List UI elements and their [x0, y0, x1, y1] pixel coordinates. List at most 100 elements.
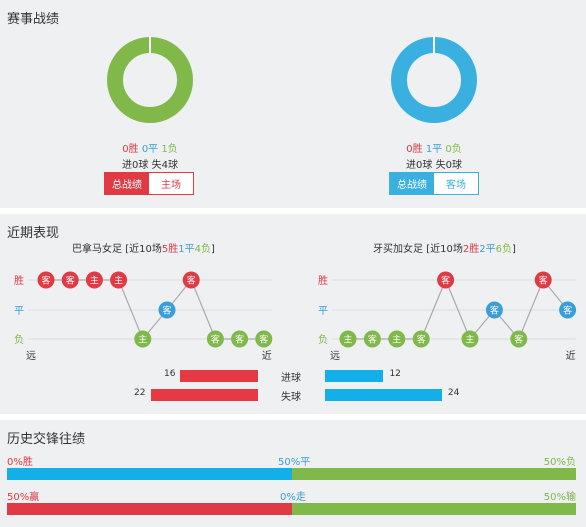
- home-match-point[interactable]: 主: [85, 271, 103, 289]
- home-recent-summary: 巴拿马女足 [近10场5胜1平4负]: [72, 240, 215, 255]
- away-form-chart: 胜平负远 近主客主客客主客客客客: [318, 271, 577, 362]
- home-match-dot: [85, 271, 103, 289]
- home-recent-wins: 5胜: [161, 244, 179, 255]
- home-form-chart: 胜平负远 近客客主主主客客客客客: [14, 271, 273, 362]
- home-win-count: 0胜: [122, 144, 139, 155]
- away-scored-bar: [325, 370, 384, 382]
- away-match-dot: [412, 330, 430, 348]
- away-match-dot: [485, 301, 503, 319]
- away-match-dot: [437, 271, 455, 289]
- home-tab-total[interactable]: 总战绩: [105, 173, 149, 194]
- home-match-dot: [206, 330, 224, 348]
- home-match-point[interactable]: 客: [206, 330, 224, 348]
- away-tab-total[interactable]: 总战绩: [390, 173, 434, 194]
- home-match-point[interactable]: 主: [110, 271, 128, 289]
- away-match-venue: 客: [539, 275, 548, 287]
- record-panel: 赛事战绩 0胜 0平 1负 进0球 失4球 总战绩 主场 0胜 1平 0负 进0…: [0, 0, 586, 208]
- home-match-dot: [134, 330, 152, 348]
- history-panel: 历史交锋往绩 0%胜 50%平 50%负 50%赢 0%走 50%输: [0, 420, 586, 527]
- away-axis-label: 平: [318, 306, 328, 317]
- home-recent-losses: 4负: [194, 244, 211, 255]
- handicap-result-bar: [7, 503, 576, 515]
- home-summary-suffix: ]: [210, 244, 215, 255]
- away-match-point[interactable]: 客: [485, 301, 503, 319]
- away-match-dot: [461, 330, 479, 348]
- home-scored-value: 16: [164, 369, 176, 379]
- handicap-draw-label: 0%走: [280, 492, 306, 503]
- away-match-venue: 主: [392, 334, 401, 346]
- away-match-point[interactable]: 主: [339, 330, 357, 348]
- home-match-point[interactable]: 客: [158, 301, 176, 319]
- away-match-point[interactable]: 客: [412, 330, 430, 348]
- home-match-point[interactable]: 客: [182, 271, 200, 289]
- away-summary-prefix: [近10场: [426, 244, 463, 255]
- home-team-name: 巴拿马女足: [72, 244, 122, 255]
- home-match-dot: [231, 330, 249, 348]
- home-tab-venue[interactable]: 主场: [149, 173, 193, 194]
- away-match-point[interactable]: 客: [437, 271, 455, 289]
- history-title: 历史交锋往绩: [7, 432, 86, 447]
- away-match-point[interactable]: 主: [388, 330, 406, 348]
- away-axis-label: 负: [318, 333, 328, 346]
- away-match-dot: [559, 301, 577, 319]
- home-form-line: [46, 278, 264, 341]
- home-loss-count: 1负: [161, 144, 178, 155]
- home-match-dot: [182, 271, 200, 289]
- away-scored-value: 12: [389, 369, 401, 379]
- home-match-point[interactable]: 客: [231, 330, 249, 348]
- home-conceded-value: 22: [134, 388, 146, 398]
- away-match-dot: [363, 330, 381, 348]
- away-recent-wins: 2胜: [462, 244, 480, 255]
- home-match-point[interactable]: 主: [134, 330, 152, 348]
- home-match-point[interactable]: 客: [37, 271, 55, 289]
- away-donut-ring: [391, 37, 477, 123]
- away-conceded-bar: [325, 389, 442, 401]
- conceded-label: 失球: [281, 392, 301, 403]
- away-match-dot: [534, 271, 552, 289]
- home-match-point[interactable]: 客: [61, 271, 79, 289]
- home-match-point[interactable]: 客: [255, 330, 273, 348]
- away-recent-losses: 6负: [495, 244, 512, 255]
- away-match-point[interactable]: 主: [461, 330, 479, 348]
- home-match-venue: 客: [235, 334, 244, 346]
- away-conceded-value: 24: [447, 388, 460, 398]
- history-draw-segment: [7, 468, 292, 480]
- home-summary-prefix: [近10场: [125, 244, 162, 255]
- home-match-dot: [110, 271, 128, 289]
- home-match-venue: 主: [138, 334, 147, 346]
- away-match-point[interactable]: 客: [510, 330, 528, 348]
- away-match-dot: [510, 330, 528, 348]
- away-match-point[interactable]: 客: [559, 301, 577, 319]
- away-donut-chart: [391, 37, 477, 123]
- away-match-dot: [339, 330, 357, 348]
- handicap-win-segment: [7, 503, 292, 515]
- away-wdl: 0胜 1平 0负: [334, 140, 534, 155]
- away-match-point[interactable]: 客: [534, 271, 552, 289]
- history-result-bar: [7, 468, 576, 480]
- away-form-line: [348, 278, 569, 341]
- away-tab-venue[interactable]: 客场: [434, 173, 478, 194]
- away-match-venue: 客: [514, 334, 523, 346]
- home-goals: 进0球 失4球: [122, 160, 178, 171]
- home-recent-draws: 1平: [178, 244, 195, 255]
- away-team-name: 牙买加女足: [373, 244, 423, 255]
- handicap-win-label: 50%赢: [7, 492, 40, 503]
- home-match-venue: 客: [66, 275, 75, 287]
- away-recent-summary: 牙买加女足 [近10场2胜2平6负]: [373, 240, 516, 255]
- home-match-dot: [37, 271, 55, 289]
- history-loss-label: 50%负: [543, 457, 576, 468]
- away-match-venue: 客: [368, 334, 377, 346]
- home-tabs: 总战绩 主场: [104, 172, 194, 195]
- away-tabs: 总战绩 客场: [389, 172, 479, 195]
- home-match-venue: 客: [187, 275, 196, 287]
- record-title: 赛事战绩: [7, 12, 60, 27]
- home-match-dot: [255, 330, 273, 348]
- home-axis-label: 负: [14, 333, 24, 346]
- away-recent-draws: 2平: [479, 244, 496, 255]
- away-match-venue: 客: [490, 305, 499, 317]
- home-match-venue: 主: [114, 275, 123, 287]
- away-match-point[interactable]: 客: [363, 330, 381, 348]
- home-match-venue: 客: [162, 305, 171, 317]
- away-axis-label: 胜: [318, 275, 328, 287]
- home-match-venue: 客: [41, 275, 50, 287]
